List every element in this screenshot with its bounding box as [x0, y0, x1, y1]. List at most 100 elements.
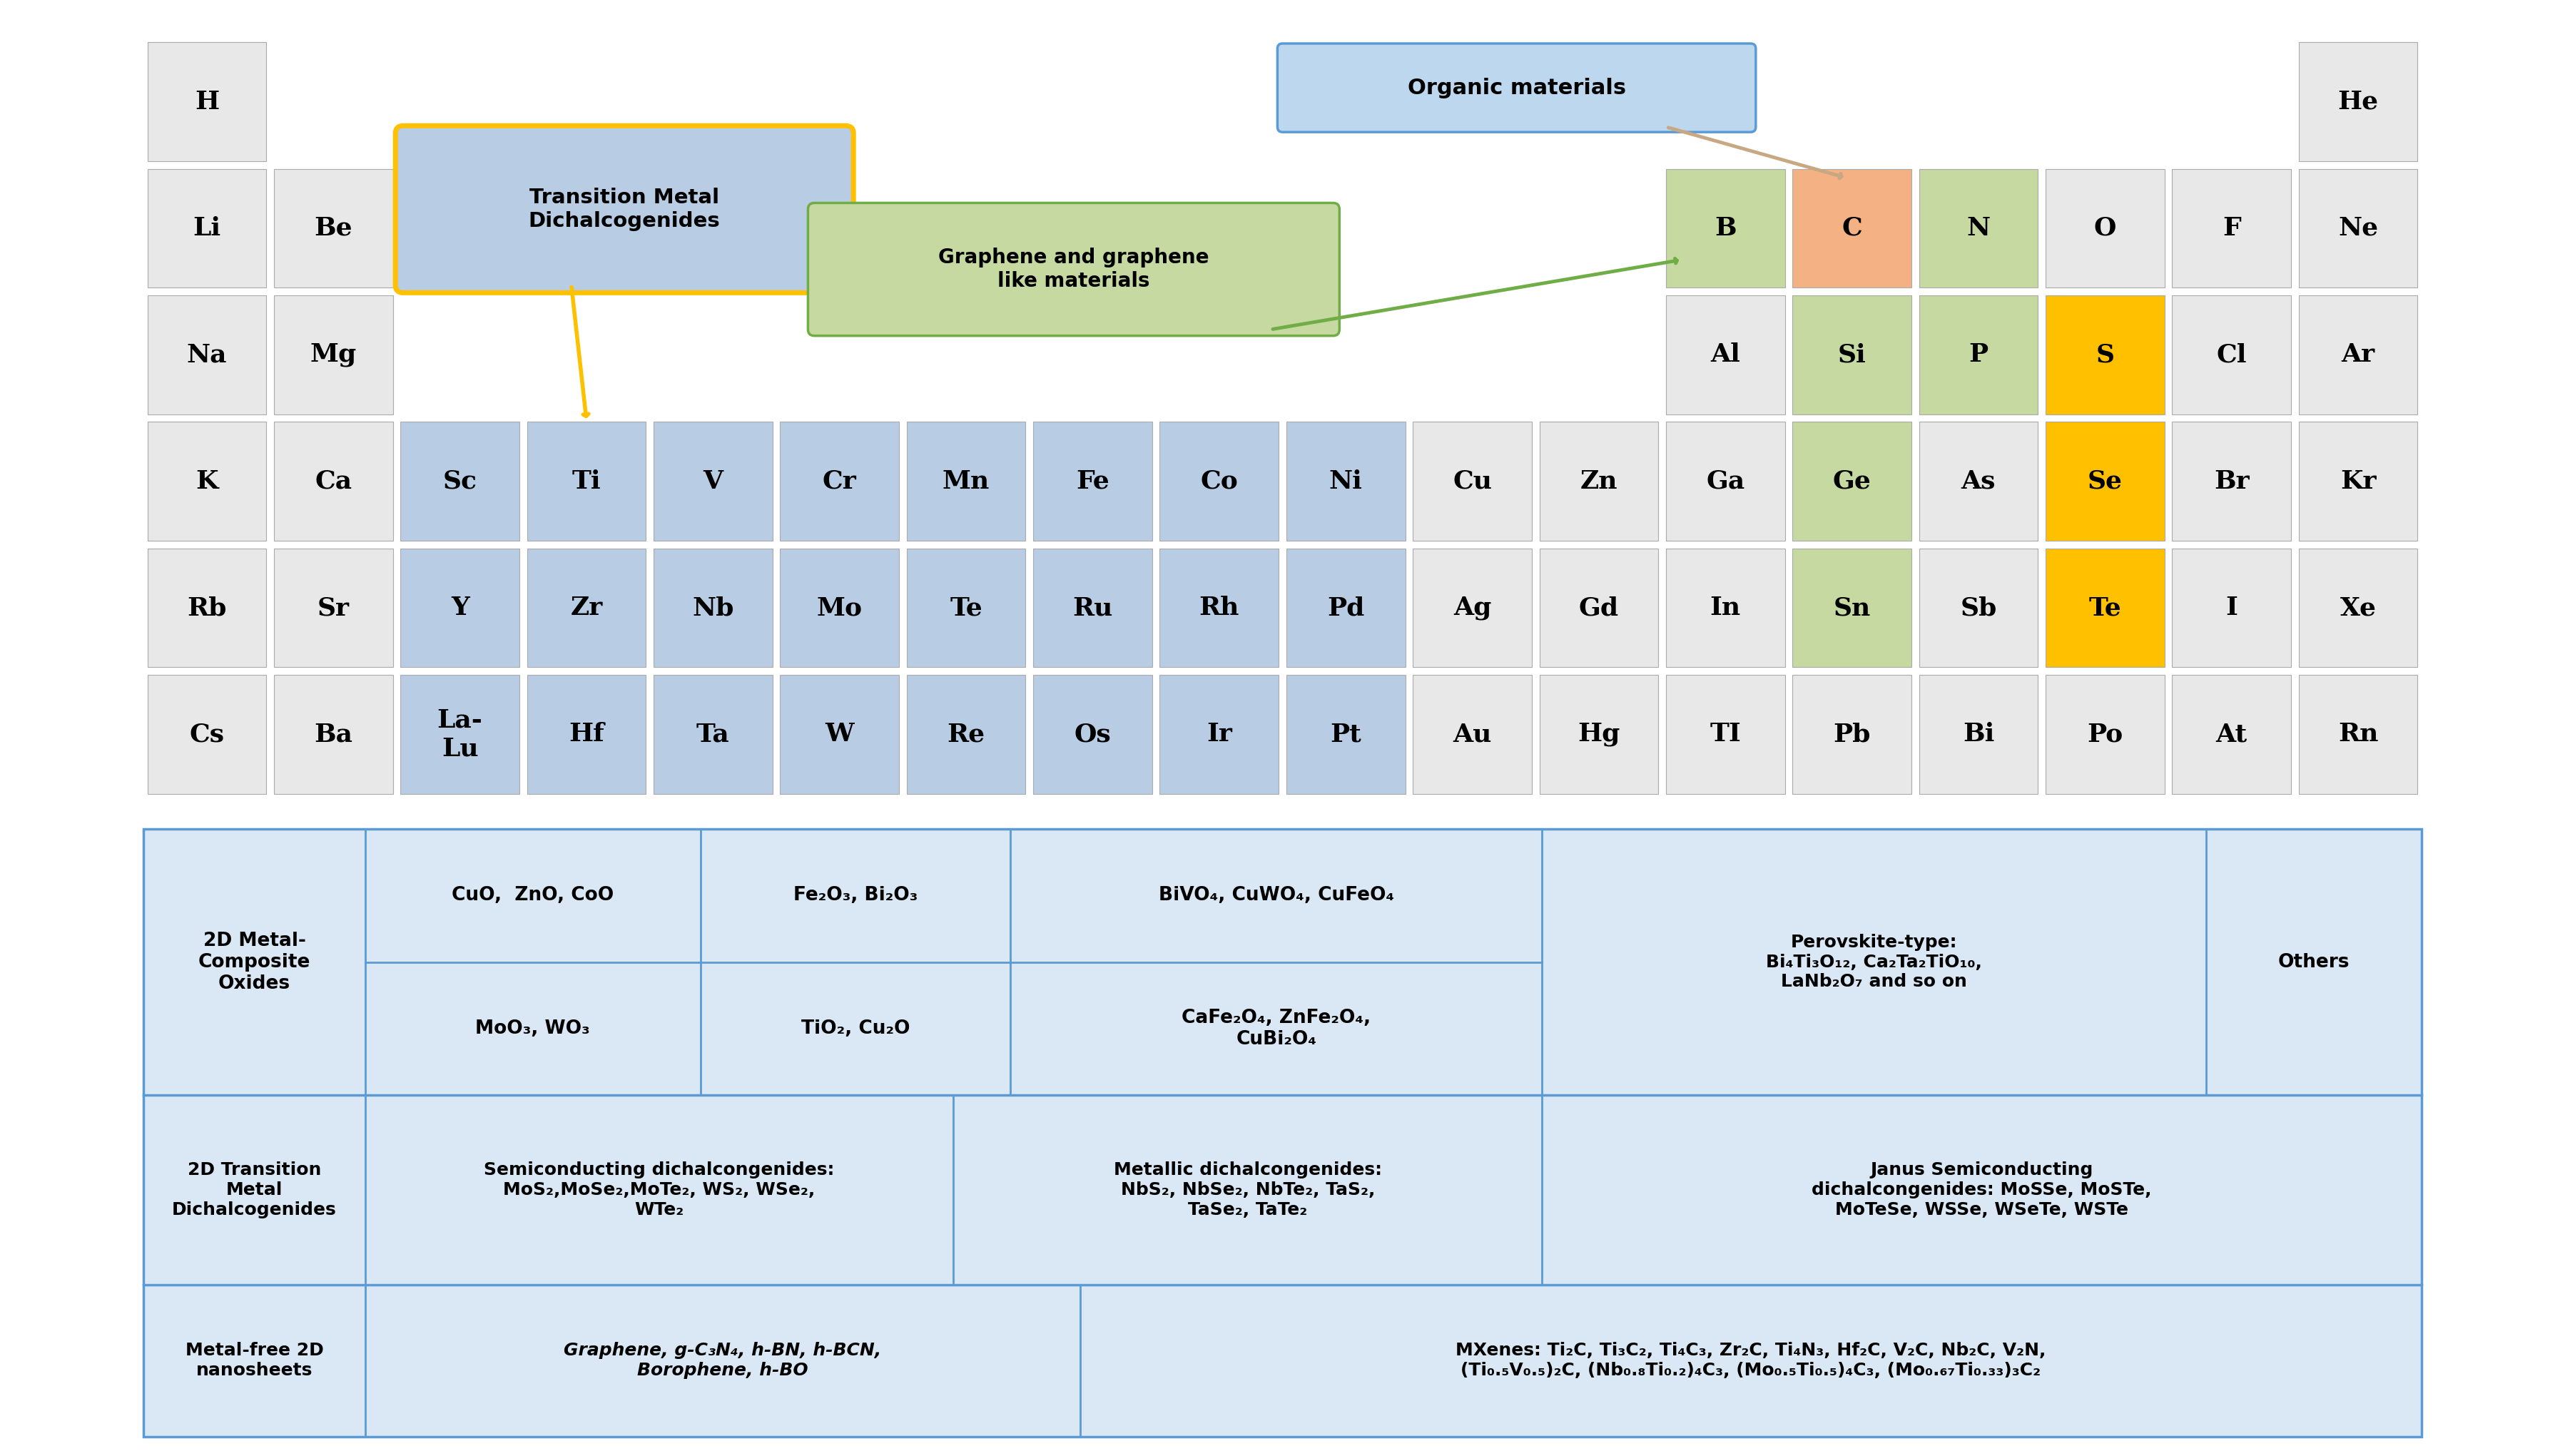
- Text: W: W: [826, 722, 854, 747]
- Bar: [1285, 549, 1406, 667]
- Text: Po: Po: [2088, 722, 2124, 747]
- Text: Transition Metal
Dichalcogenides: Transition Metal Dichalcogenides: [528, 188, 721, 232]
- Text: In: In: [1711, 596, 1742, 620]
- Text: Ne: Ne: [2339, 215, 2378, 240]
- Bar: [1665, 676, 1785, 794]
- Bar: [1793, 169, 1911, 288]
- Text: Se: Se: [2088, 469, 2121, 494]
- Text: Fe: Fe: [1075, 469, 1111, 494]
- Text: Mn: Mn: [941, 469, 990, 494]
- Text: Ti: Ti: [572, 469, 600, 494]
- Bar: [2298, 296, 2419, 414]
- Bar: [1665, 549, 1785, 667]
- Text: Others: Others: [2278, 952, 2350, 971]
- Text: Y: Y: [451, 596, 469, 620]
- Bar: [2173, 296, 2291, 414]
- Bar: [654, 549, 772, 667]
- Text: Pt: Pt: [1331, 722, 1362, 747]
- Bar: [654, 422, 772, 540]
- Text: Ar: Ar: [2342, 342, 2375, 367]
- Bar: [1034, 676, 1152, 794]
- Bar: [905, 549, 1026, 667]
- Text: TiO₂, Cu₂O: TiO₂, Cu₂O: [800, 1019, 911, 1038]
- FancyBboxPatch shape: [395, 125, 854, 293]
- Text: Os: Os: [1075, 722, 1111, 747]
- Bar: [2173, 169, 2291, 288]
- Text: 2D Transition
Metal
Dichalcogenides: 2D Transition Metal Dichalcogenides: [172, 1162, 336, 1219]
- Text: Graphene and graphene
like materials: Graphene and graphene like materials: [939, 248, 1208, 291]
- Bar: [1159, 422, 1280, 540]
- Text: Co: Co: [1200, 469, 1239, 494]
- Text: H: H: [195, 90, 218, 114]
- Bar: [1285, 676, 1406, 794]
- Bar: [1539, 549, 1660, 667]
- Text: Nb: Nb: [693, 596, 734, 620]
- Bar: [780, 676, 900, 794]
- Bar: [1793, 549, 1911, 667]
- Bar: [1413, 422, 1531, 540]
- Bar: [2044, 422, 2165, 540]
- Text: Ba: Ba: [313, 722, 354, 747]
- Text: At: At: [2216, 722, 2247, 747]
- Text: Cr: Cr: [823, 469, 857, 494]
- Text: S: S: [2096, 342, 2114, 367]
- Text: Ta: Ta: [695, 722, 728, 747]
- Text: Cl: Cl: [2216, 342, 2247, 367]
- Text: 2D Metal-
Composite
Oxides: 2D Metal- Composite Oxides: [198, 932, 310, 993]
- Bar: [1539, 676, 1660, 794]
- Bar: [2173, 422, 2291, 540]
- Bar: [274, 296, 392, 414]
- Text: Sc: Sc: [444, 469, 477, 494]
- Bar: [400, 549, 521, 667]
- Bar: [1919, 169, 2039, 288]
- Bar: [2298, 42, 2419, 162]
- Text: Xe: Xe: [2339, 596, 2375, 620]
- Text: MoO₃, WO₃: MoO₃, WO₃: [475, 1019, 590, 1038]
- Text: O: O: [2093, 215, 2116, 240]
- Bar: [274, 169, 392, 288]
- Text: Kr: Kr: [2339, 469, 2375, 494]
- Bar: [2044, 169, 2165, 288]
- Text: Te: Te: [2088, 596, 2121, 620]
- Bar: [1919, 676, 2039, 794]
- Text: Rb: Rb: [187, 596, 226, 620]
- Text: MXenes: Ti₂C, Ti₃C₂, Ti₄C₃, Zr₂C, Ti₄N₃, Hf₂C, V₂C, Nb₂C, V₂N,
(Ti₀.₅V₀.₅)₂C, (N: MXenes: Ti₂C, Ti₃C₂, Ti₄C₃, Zr₂C, Ti₄N₃,…: [1454, 1342, 2047, 1379]
- FancyBboxPatch shape: [1277, 44, 1757, 132]
- Text: Mg: Mg: [310, 342, 357, 367]
- Bar: [1793, 296, 1911, 414]
- Text: Pd: Pd: [1326, 596, 1365, 620]
- Bar: [1919, 549, 2039, 667]
- Text: Au: Au: [1452, 722, 1493, 747]
- Bar: [905, 422, 1026, 540]
- Bar: [146, 422, 267, 540]
- Text: B: B: [1713, 215, 1737, 240]
- Bar: [1285, 422, 1406, 540]
- Text: Ru: Ru: [1072, 596, 1113, 620]
- Text: Al: Al: [1711, 342, 1739, 367]
- Text: Hg: Hg: [1577, 722, 1621, 747]
- Bar: [146, 676, 267, 794]
- Text: CaFe₂O₄, ZnFe₂O₄,
CuBi₂O₄: CaFe₂O₄, ZnFe₂O₄, CuBi₂O₄: [1182, 1009, 1370, 1048]
- Text: Re: Re: [946, 722, 985, 747]
- Bar: [780, 422, 900, 540]
- Bar: [1159, 676, 1280, 794]
- FancyBboxPatch shape: [808, 202, 1339, 336]
- Text: Pb: Pb: [1834, 722, 1870, 747]
- Bar: [1539, 422, 1660, 540]
- Text: Ca: Ca: [315, 469, 351, 494]
- Bar: [2298, 422, 2419, 540]
- Bar: [2044, 549, 2165, 667]
- Text: Zr: Zr: [569, 596, 603, 620]
- Bar: [1919, 296, 2039, 414]
- Text: Gd: Gd: [1580, 596, 1619, 620]
- Text: K: K: [195, 469, 218, 494]
- Bar: [1159, 549, 1280, 667]
- Text: I: I: [2226, 596, 2237, 620]
- Bar: [780, 549, 900, 667]
- Text: Graphene, g-C₃N₄, h-BN, h-BCN,
Borophene, h-BO: Graphene, g-C₃N₄, h-BN, h-BCN, Borophene…: [564, 1342, 882, 1379]
- Bar: [2298, 549, 2419, 667]
- Bar: [1034, 549, 1152, 667]
- Text: Li: Li: [192, 215, 221, 240]
- Bar: [1919, 422, 2039, 540]
- Text: Sb: Sb: [1960, 596, 1996, 620]
